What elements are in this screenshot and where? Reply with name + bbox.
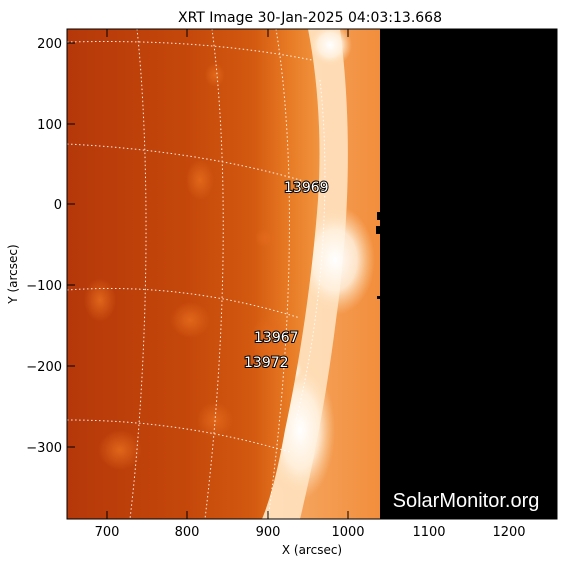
y-tick-label: −100 <box>26 279 62 294</box>
x-tick-label: 900 <box>256 525 281 540</box>
y-tick-label: −200 <box>26 360 62 375</box>
plot-frame <box>66 28 558 520</box>
y-tick-label: 100 <box>37 118 62 133</box>
figure-title: XRT Image 30-Jan-2025 04:03:13.668 <box>178 10 442 26</box>
x-tick-label: 800 <box>175 525 200 540</box>
x-tick-labels: 700 800 900 1000 1100 1200 <box>95 525 526 540</box>
axis-ticks <box>67 29 557 519</box>
y-tick-label: 0 <box>54 198 62 213</box>
ar-label: 13969 <box>284 180 329 196</box>
y-tick-label: 200 <box>37 37 62 52</box>
x-tick-label: 1000 <box>331 525 364 540</box>
heliographic-grid <box>67 29 326 519</box>
ar-label: 13967 <box>254 330 299 346</box>
y-axis-label: Y (arcsec) <box>6 244 20 304</box>
x-tick-label: 1100 <box>412 525 445 540</box>
watermark: SolarMonitor.org <box>393 490 540 512</box>
x-tick-label: 1200 <box>492 525 525 540</box>
x-tick-label: 700 <box>95 525 120 540</box>
y-tick-label: −300 <box>26 441 62 456</box>
ar-label: 13972 <box>244 355 289 371</box>
no-data-region <box>380 29 557 519</box>
active-region-labels: 13969 13967 13972 <box>243 179 330 372</box>
disk-features <box>84 63 290 470</box>
x-axis-label: X (arcsec) <box>282 543 342 557</box>
image-area <box>67 29 557 519</box>
limb-glow-north <box>308 29 352 67</box>
y-tick-labels: 200 100 0 −100 −200 −300 <box>26 37 62 456</box>
